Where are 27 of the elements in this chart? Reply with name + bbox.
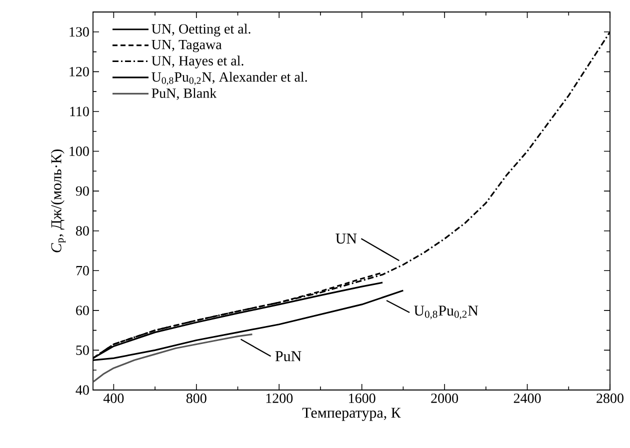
x-tick-label: 2800 <box>596 394 624 403</box>
y-tick-label: 110 <box>70 106 89 116</box>
legend-label: PuN, Blank <box>152 88 217 100</box>
legend-label: UN, Hayes et al. <box>152 56 244 68</box>
y-tick-label: 50 <box>76 345 89 355</box>
annotation: UN <box>336 234 357 244</box>
y-tick-label: 80 <box>76 226 89 236</box>
y-tick-label: 40 <box>76 385 89 395</box>
legend-label: UN, Tagawa <box>152 40 222 52</box>
y-tick-label: 90 <box>76 186 89 196</box>
y-tick-label: 120 <box>70 66 89 76</box>
legend-label: U$_{0,8}$Pu$_{0,2}$N, Alexander et al. <box>152 72 307 86</box>
y-tick-label: 100 <box>70 146 89 156</box>
y-tick-label: 130 <box>70 27 89 37</box>
annotation: PuN <box>275 351 302 362</box>
x-tick-label: 2000 <box>431 394 458 403</box>
y-axis-title: C$_{p}$, Дж/(моль·К) <box>50 150 66 252</box>
x-tick-label: 2400 <box>514 394 541 403</box>
annotation: U$_{0,8}$Pu$_{0,2}$N <box>414 306 478 320</box>
x-tick-label: 800 <box>186 394 206 403</box>
x-tick-label: 400 <box>103 394 124 403</box>
y-tick-label: 60 <box>76 306 89 316</box>
x-tick-label: 1200 <box>266 394 293 403</box>
x-tick-label: 1600 <box>349 394 376 403</box>
x-axis-title: Температура, К <box>302 408 401 421</box>
y-tick-label: 70 <box>76 266 89 276</box>
legend-label: UN, Oetting et al. <box>152 24 250 37</box>
